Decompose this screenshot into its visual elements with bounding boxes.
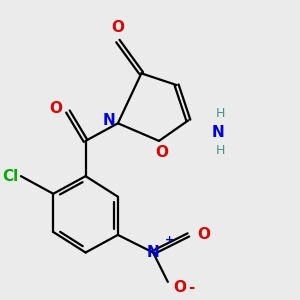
Text: N: N	[102, 113, 115, 128]
Text: +: +	[165, 235, 174, 245]
Text: -: -	[188, 280, 195, 295]
Text: N: N	[147, 245, 160, 260]
Text: O: O	[111, 20, 124, 35]
Text: Cl: Cl	[2, 169, 18, 184]
Text: O: O	[49, 101, 62, 116]
Text: O: O	[174, 280, 187, 295]
Text: H: H	[216, 107, 225, 120]
Text: O: O	[197, 227, 210, 242]
Text: H: H	[216, 144, 225, 157]
Text: O: O	[155, 145, 168, 160]
Text: N: N	[212, 124, 224, 140]
